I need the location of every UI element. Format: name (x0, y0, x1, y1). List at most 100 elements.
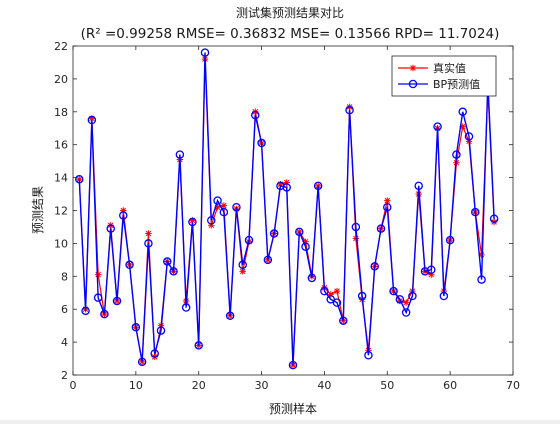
data-point (263, 255, 273, 265)
data-point (219, 207, 229, 217)
data-point (175, 150, 185, 159)
data-point (282, 183, 291, 192)
data-point (489, 214, 499, 223)
data-point (106, 224, 115, 233)
x-axis: 0 10 20 30 40 50 60 70 (70, 46, 520, 392)
legend-label: BP预测值 (433, 78, 480, 91)
data-point (333, 287, 341, 295)
data-point (395, 295, 405, 304)
data-point (384, 197, 391, 204)
data-point (408, 291, 417, 301)
x-tick-label: 10 (129, 379, 143, 392)
data-point (464, 132, 474, 141)
y-tick-label: 22 (54, 40, 68, 53)
legend-entry: BP预测值 (398, 78, 480, 91)
data-point (145, 230, 152, 237)
data-point (238, 260, 247, 270)
data-point (352, 235, 360, 242)
y-axis: 2 4 6 8 10 12 14 16 18 20 22 (54, 40, 513, 382)
x-tick-label: 30 (255, 379, 269, 392)
data-point (478, 251, 485, 259)
data-point (239, 268, 246, 275)
asterisk-stroke (95, 271, 101, 278)
y-tick-label: 18 (54, 106, 68, 119)
data-point (307, 273, 317, 283)
y-tick-label: 10 (54, 237, 68, 250)
x-tick-label: 20 (192, 379, 206, 392)
data-point (156, 326, 166, 335)
legend-swatch-marker (409, 64, 417, 72)
series-predicted (75, 48, 499, 370)
data-point (433, 122, 442, 131)
asterisk-stroke (239, 268, 246, 275)
x-tick-label: 60 (443, 379, 457, 392)
data-point (401, 308, 411, 317)
data-point (439, 291, 449, 301)
x-tick-label: 70 (506, 379, 520, 392)
data-point (144, 239, 153, 248)
y-tick-label: 6 (61, 303, 68, 316)
data-point (163, 257, 172, 266)
legend-swatch-marker (408, 79, 418, 89)
data-point (445, 235, 455, 245)
data-point (207, 216, 216, 225)
data-point (320, 286, 329, 296)
asterisk-stroke (384, 197, 391, 204)
asterisk-stroke (403, 299, 409, 306)
data-point (383, 202, 392, 212)
data-point (351, 222, 361, 232)
data-point (313, 181, 323, 191)
data-point (332, 298, 342, 307)
asterisk-stroke (76, 176, 83, 182)
data-point (220, 202, 228, 209)
data-point (94, 271, 102, 278)
data-point (213, 196, 222, 205)
asterisk-stroke (214, 204, 221, 210)
data-point (194, 341, 203, 350)
data-point (301, 242, 310, 251)
data-point (112, 296, 122, 306)
data-point (225, 311, 235, 321)
series-line (78, 52, 495, 366)
x-tick-label: 40 (317, 379, 331, 392)
data-point (137, 357, 147, 367)
data-point (364, 351, 373, 360)
data-point (181, 303, 191, 312)
data-point (414, 181, 423, 191)
series-layer (75, 48, 499, 370)
data-point (125, 260, 134, 270)
legend-label: 真实值 (433, 61, 466, 75)
data-point (471, 207, 480, 217)
data-point (357, 291, 367, 301)
x-tick-label: 0 (70, 379, 77, 392)
data-point (295, 227, 304, 237)
data-point (376, 224, 386, 233)
data-point (452, 150, 461, 159)
asterisk-stroke (410, 65, 416, 71)
y-axis-label: 预测结果 (31, 186, 45, 234)
data-point (75, 174, 84, 184)
asterisk-stroke (145, 230, 152, 237)
data-point (188, 217, 197, 227)
chart-title: 测试集预测结果对比 (236, 5, 344, 20)
data-point (100, 309, 109, 319)
data-point (339, 316, 348, 325)
data-point (288, 360, 298, 370)
data-point (232, 202, 241, 212)
legend: 真实值 BP预测值 (391, 55, 497, 97)
y-tick-label: 2 (61, 369, 68, 382)
data-point (244, 235, 254, 245)
data-point (169, 267, 178, 276)
data-point (345, 105, 354, 115)
legend-entry: 真实值 (398, 61, 466, 75)
data-point (427, 265, 436, 274)
data-point (119, 211, 128, 220)
x-tick-label: 50 (380, 379, 394, 392)
data-point (87, 115, 97, 125)
data-point (257, 138, 266, 148)
y-tick-label: 4 (61, 336, 68, 349)
data-point (458, 107, 467, 117)
data-point (251, 110, 260, 120)
